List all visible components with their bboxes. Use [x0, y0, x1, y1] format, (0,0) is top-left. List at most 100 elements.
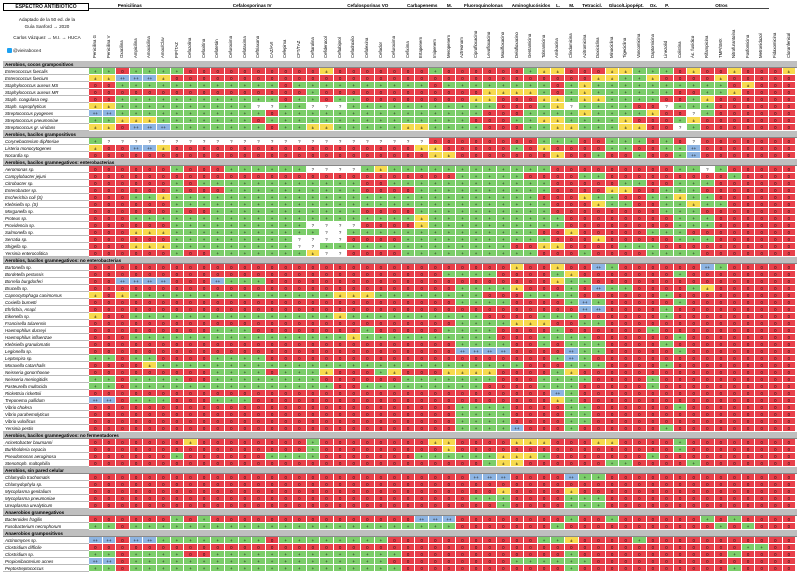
spectrum-cell: 0 [755, 68, 769, 75]
spectrum-cell: 0 [633, 341, 647, 348]
spectrum-cell: 0 [714, 271, 729, 278]
spectrum-cell: 0 [497, 68, 511, 75]
spectrum-cell: ± [728, 68, 742, 75]
spectrum-cell: + [129, 551, 144, 558]
spectrum-cell: 0 [361, 425, 375, 432]
spectrum-cell: + [687, 166, 701, 173]
spectrum-cell: 0 [605, 369, 620, 376]
spectrum-cell: 0 [415, 425, 429, 432]
spectrum-cell: 0 [116, 180, 130, 187]
spectrum-cell: 0 [116, 495, 130, 502]
spectrum-cell: + [728, 173, 742, 180]
spectrum-cell: 0 [415, 488, 429, 495]
spectrum-cell: 0 [89, 236, 103, 243]
spectrum-cell: + [619, 285, 633, 292]
spectrum-cell: + [252, 180, 266, 187]
spectrum-cell: + [197, 201, 212, 208]
spectrum-cell: 0 [401, 474, 416, 481]
spectrum-cell: + [469, 404, 484, 411]
spectrum-cell: + [333, 523, 348, 530]
spectrum-cell: + [456, 173, 470, 180]
spectrum-cell: 0 [333, 481, 348, 488]
spectrum-cell: + [456, 222, 470, 229]
spectrum-cell: + [687, 222, 701, 229]
spectrum-cell: 0 [279, 425, 293, 432]
spectrum-cell: + [252, 565, 266, 572]
spectrum-cell: + [497, 215, 511, 222]
spectrum-cell: 0 [374, 299, 389, 306]
spectrum-cell: + [456, 453, 470, 460]
spectrum-cell: + [537, 341, 552, 348]
spectrum-cell: + [701, 89, 715, 96]
spectrum-cell: + [129, 110, 144, 117]
spectrum-cell: + [497, 208, 511, 215]
spectrum-cell: 0 [701, 75, 715, 82]
spectrum-cell: 0 [741, 418, 756, 425]
spectrum-cell: 0 [524, 397, 538, 404]
spectrum-cell: 0 [102, 544, 117, 551]
spectrum-cell: + [211, 110, 225, 117]
spectrum-cell: + [265, 313, 280, 320]
spectrum-cell: 0 [741, 138, 756, 145]
spectrum-cell: 0 [701, 68, 715, 75]
spectrum-cell: 0 [673, 110, 688, 117]
spectrum-cell: 0 [578, 453, 593, 460]
spectrum-cell: 0 [225, 299, 239, 306]
spectrum-cell: 0 [741, 446, 756, 453]
organism-label: Mycoplasma pneumoniae [3, 495, 89, 502]
spectrum-cell: 0 [388, 271, 402, 278]
spectrum-cell: + [565, 96, 579, 103]
spectrum-cell: 0 [401, 516, 416, 523]
spectrum-cell: 0 [578, 439, 593, 446]
spectrum-cell: + [388, 313, 402, 320]
spectrum-cell: + [646, 89, 661, 96]
spectrum-cell: 0 [537, 229, 552, 236]
spectrum-cell: 0 [537, 355, 552, 362]
spectrum-cell: + [456, 103, 470, 110]
spectrum-cell: 0 [537, 404, 552, 411]
spectrum-cell: + [279, 537, 293, 544]
spectrum-cell: 0 [769, 166, 783, 173]
spectrum-cell: + [619, 96, 633, 103]
spectrum-cell: + [524, 292, 538, 299]
spectrum-cell: 0 [592, 243, 606, 250]
spectrum-cell: 0 [741, 110, 756, 117]
spectrum-cell: ± [320, 124, 334, 131]
spectrum-cell: + [129, 96, 144, 103]
spectrum-cell: 0 [129, 544, 144, 551]
spectrum-cell: 0 [170, 502, 185, 509]
spectrum-cell: 0 [619, 320, 633, 327]
spectrum-cell: 0 [728, 180, 742, 187]
spectrum-cell: + [605, 117, 620, 124]
group-header: Fluoroquinolonas [456, 3, 511, 9]
spectrum-cell: 0 [510, 376, 525, 383]
spectrum-cell: 0 [592, 488, 606, 495]
spectrum-cell: 0 [673, 138, 688, 145]
spectrum-cell: 0 [714, 404, 729, 411]
spectrum-cell: ? [701, 166, 715, 173]
spectrum-cell: 0 [755, 306, 769, 313]
spectrum-cell: 0 [605, 418, 620, 425]
spectrum-cell: + [483, 418, 497, 425]
spectrum-cell: 0 [769, 313, 783, 320]
spectrum-cell: + [293, 537, 307, 544]
spectrum-cell: 0 [89, 306, 103, 313]
spectrum-cell: + [497, 320, 511, 327]
spectrum-cell: 0 [578, 397, 593, 404]
spectrum-cell: 0 [238, 425, 253, 432]
spectrum-cell: 0 [401, 495, 416, 502]
spectrum-cell: 0 [225, 460, 239, 467]
spectrum-cell: 0 [673, 516, 688, 523]
spectrum-cell: 0 [741, 327, 756, 334]
spectrum-cell: + [429, 243, 443, 250]
spectrum-cell: 0 [184, 474, 198, 481]
spectrum-cell: 0 [102, 474, 117, 481]
spectrum-cell: 0 [524, 390, 538, 397]
spectrum-cell: 0 [211, 418, 225, 425]
twitter-handle[interactable]: @vieiraboce4 [7, 48, 41, 54]
spectrum-cell: + [347, 229, 361, 236]
spectrum-cell: 0 [660, 369, 674, 376]
spectrum-cell: 0 [265, 502, 280, 509]
spectrum-cell: 0 [129, 201, 144, 208]
spectrum-cell: 0 [769, 327, 783, 334]
